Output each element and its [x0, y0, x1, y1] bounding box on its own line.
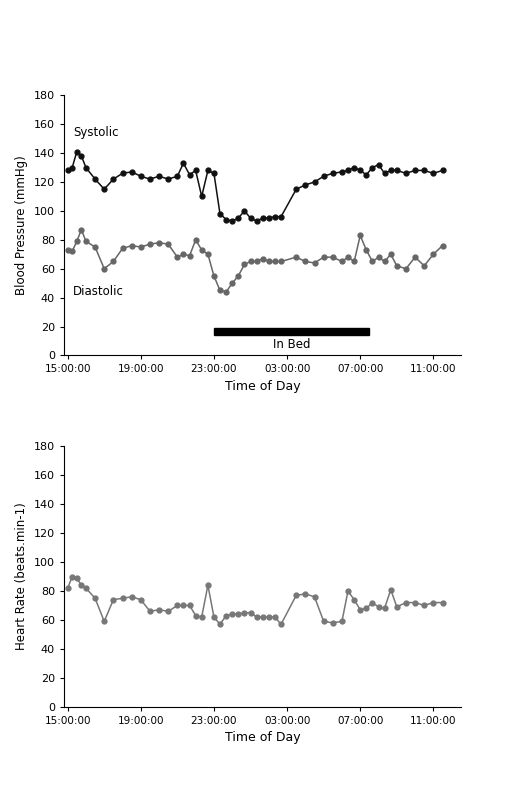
Text: Systolic: Systolic — [73, 125, 119, 139]
X-axis label: Time of Day: Time of Day — [225, 380, 300, 393]
Bar — [214, 328, 369, 335]
Text: In Bed: In Bed — [273, 338, 310, 351]
Y-axis label: Blood Pressure (mmHg): Blood Pressure (mmHg) — [15, 156, 28, 295]
Y-axis label: Heart Rate (beats.min-1): Heart Rate (beats.min-1) — [15, 503, 28, 650]
Text: Diastolic: Diastolic — [73, 285, 124, 298]
X-axis label: Time of Day: Time of Day — [225, 731, 300, 744]
